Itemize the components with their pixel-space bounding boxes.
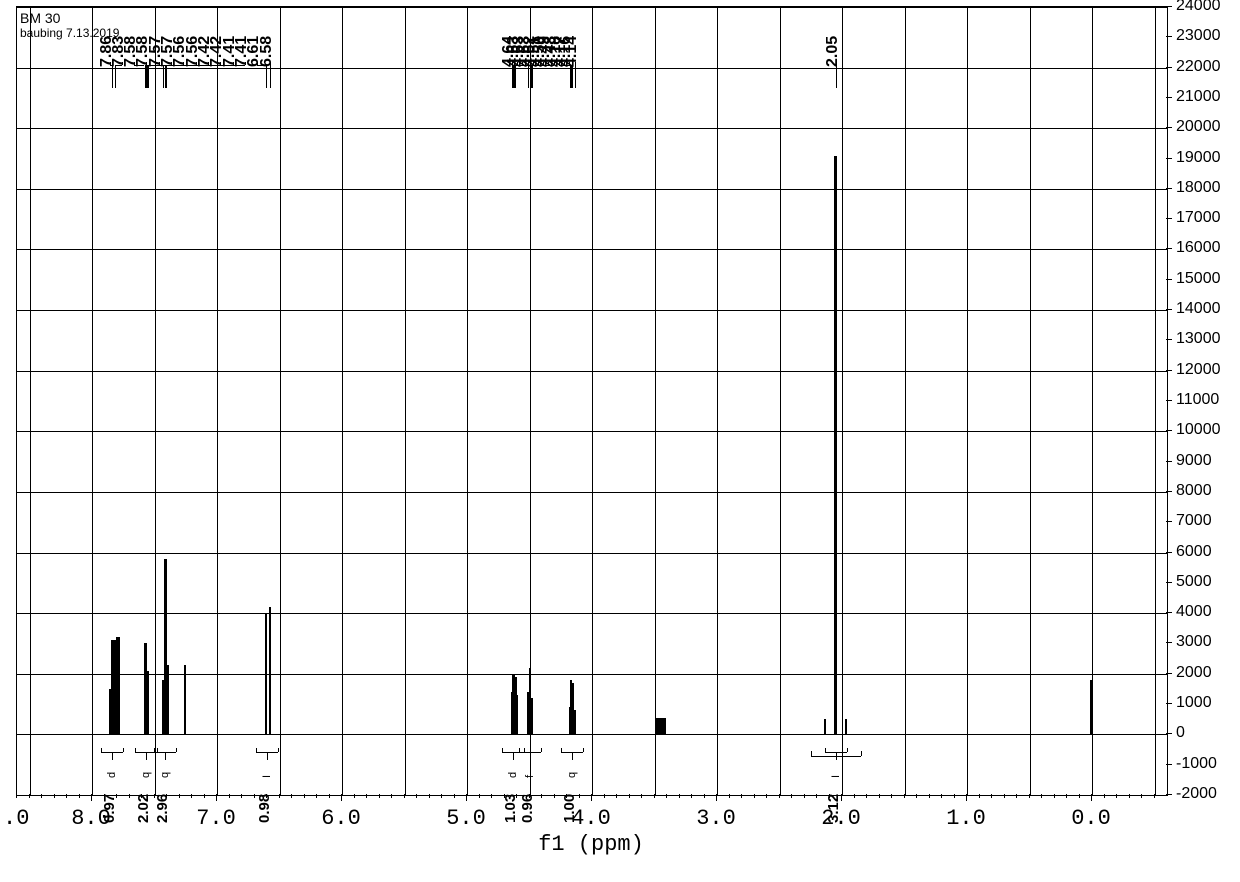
integral-tag: q bbox=[159, 772, 171, 778]
ytick-label: 4000 bbox=[1176, 603, 1212, 621]
ytick-label: -1000 bbox=[1176, 755, 1217, 773]
ytick-label: 9000 bbox=[1176, 452, 1212, 470]
sample-name: BM 30 bbox=[20, 10, 60, 26]
ytick-label: 16000 bbox=[1176, 239, 1221, 257]
spectrum-peak bbox=[845, 719, 847, 734]
ytick-label: 19000 bbox=[1176, 149, 1221, 167]
peak-label: 2.05 bbox=[824, 36, 842, 67]
integral-tag: q bbox=[566, 772, 578, 778]
xtick-label: 8.0 bbox=[71, 806, 111, 831]
ytick-label: 13000 bbox=[1176, 330, 1221, 348]
xtick-label: 6.0 bbox=[321, 806, 361, 831]
ytick-label: 12000 bbox=[1176, 361, 1221, 379]
xtick-label: 4.0 bbox=[571, 806, 611, 831]
xtick-label: 7.0 bbox=[196, 806, 236, 831]
integral-tag: q bbox=[140, 772, 152, 778]
spectrum-peak bbox=[1090, 680, 1092, 735]
ytick-label: 1000 bbox=[1176, 694, 1212, 712]
ytick-label: 6000 bbox=[1176, 543, 1212, 561]
ytick-label: 3000 bbox=[1176, 633, 1212, 651]
xtick-label: .0 bbox=[3, 806, 29, 831]
integral-tag: f bbox=[524, 775, 536, 778]
peak-label: 4.14 bbox=[563, 36, 581, 67]
ytick-label: 17000 bbox=[1176, 209, 1221, 227]
ytick-label: 18000 bbox=[1176, 179, 1221, 197]
spectrum-peak bbox=[656, 718, 666, 735]
ytick-label: 5000 bbox=[1176, 573, 1212, 591]
ytick-label: 10000 bbox=[1176, 421, 1221, 439]
spectrum-peak bbox=[516, 695, 518, 734]
integral-label: 1.03 bbox=[502, 794, 519, 823]
spectrum-peak bbox=[184, 665, 186, 735]
ytick-label: 23000 bbox=[1176, 27, 1221, 45]
integral-label: 0.96 bbox=[519, 794, 536, 823]
ytick-label: 21000 bbox=[1176, 88, 1221, 106]
xtick-label: 5.0 bbox=[446, 806, 486, 831]
xtick-label: 0.0 bbox=[1071, 806, 1111, 831]
integral-label: 2.96 bbox=[154, 794, 171, 823]
xtick-label: 1.0 bbox=[946, 806, 986, 831]
integral-label: 0.98 bbox=[256, 794, 273, 823]
integral-tag: d bbox=[106, 772, 118, 778]
integral-tag: d bbox=[507, 772, 519, 778]
ytick-label: 24000 bbox=[1176, 0, 1221, 15]
spectrum-peak bbox=[269, 607, 271, 734]
integral-tag: I bbox=[830, 775, 842, 778]
plot-area: 7.867.837.587.587.577.577.567.567.427.42… bbox=[16, 6, 1168, 796]
ytick-label: 14000 bbox=[1176, 300, 1221, 318]
spectrum-peak bbox=[824, 719, 826, 734]
spectrum-peak bbox=[531, 698, 533, 734]
nmr-spectrum: 7.867.837.587.587.577.577.567.567.427.42… bbox=[0, 0, 1240, 882]
ytick-label: -2000 bbox=[1176, 785, 1217, 803]
ytick-label: 7000 bbox=[1176, 512, 1212, 530]
sample-sub: baubing 7.13.2019 bbox=[20, 26, 119, 40]
ytick-label: 2000 bbox=[1176, 664, 1212, 682]
xtick-label: 3.0 bbox=[696, 806, 736, 831]
integral-label: 2.02 bbox=[135, 794, 152, 823]
integral-tag: I bbox=[261, 775, 273, 778]
spectrum-peak bbox=[265, 613, 267, 734]
spectrum-peak bbox=[574, 710, 576, 734]
ytick-label: 0 bbox=[1176, 724, 1185, 742]
ytick-label: 11000 bbox=[1176, 391, 1219, 409]
ytick-label: 15000 bbox=[1176, 270, 1221, 288]
ytick-label: 20000 bbox=[1176, 118, 1221, 136]
spectrum-peak bbox=[116, 637, 120, 734]
spectrum-peak bbox=[166, 665, 169, 735]
ytick-label: 22000 bbox=[1176, 58, 1221, 76]
spectrum-peak bbox=[834, 156, 837, 735]
peak-label: 6.58 bbox=[258, 36, 276, 67]
spectrum-peak bbox=[147, 671, 149, 735]
ytick-label: 8000 bbox=[1176, 482, 1212, 500]
xtick-label: 2.0 bbox=[821, 806, 861, 831]
x-axis-label: f1 (ppm) bbox=[538, 832, 644, 857]
